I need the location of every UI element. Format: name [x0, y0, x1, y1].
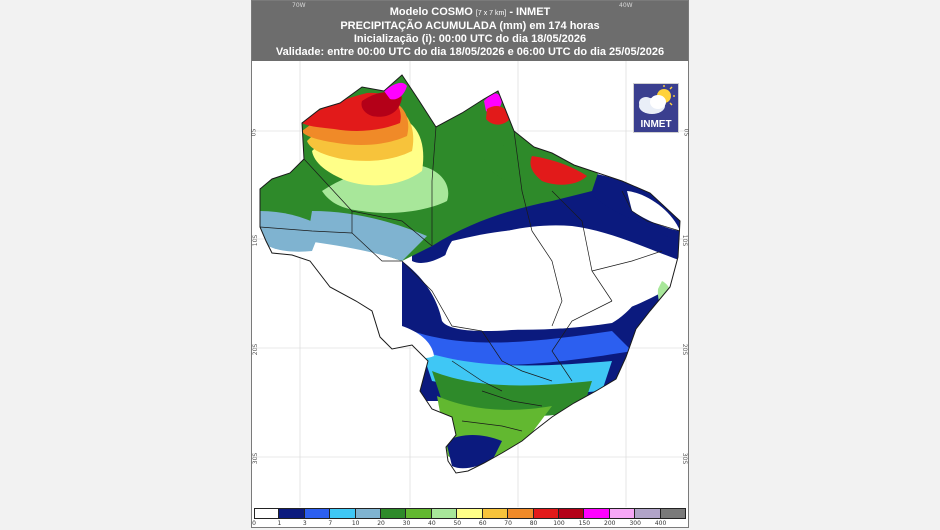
border-northeast-states: [621, 190, 681, 232]
border-amazonas-para: [303, 158, 433, 247]
colorbar-label: 100: [553, 520, 565, 527]
colorbar-label: 10: [351, 520, 360, 527]
colorbar-label: 200: [604, 520, 616, 527]
colorbar-label: 400: [654, 520, 667, 527]
border-bahia-north: [591, 250, 663, 272]
colorbar-box: [558, 508, 585, 519]
band-3mm: [412, 331, 632, 366]
band-10mm-west: [307, 211, 427, 261]
colorbar-box: [279, 508, 305, 519]
model-source: - INMET: [509, 6, 551, 18]
colorbar-box: [508, 508, 534, 519]
colorbar-label: 50: [453, 520, 462, 527]
logo-text: INMET: [640, 119, 672, 130]
colorbar-box: [406, 508, 432, 519]
band-10mm-acre: [260, 211, 322, 252]
model-name: Modelo COSMO: [389, 6, 473, 18]
model-resolution: [7 x 7 km]: [475, 10, 507, 17]
longitude-label-40w: 40W: [619, 2, 633, 9]
colorbar-label: 150: [578, 520, 591, 527]
colorbar-box: [304, 508, 331, 519]
border-goias: [481, 330, 553, 382]
border-mato-grosso: [401, 260, 483, 332]
precipitation-map: [252, 61, 688, 507]
border-mato-grosso-sul: [451, 360, 503, 392]
border-parana: [481, 390, 543, 407]
colorbar-label: 20: [377, 520, 385, 527]
colorbar-label: 40: [428, 520, 436, 527]
colorbar-box: [584, 508, 610, 519]
colorbar-box: [431, 508, 458, 519]
colorbar-label: 0: [252, 520, 256, 527]
precipitation-colorbar: 0 1 3 7 10 20 30 40 50 60 70 80 100 150 200 300 400: [252, 507, 688, 527]
border-tocantins: [531, 230, 563, 327]
colorbar-box: [381, 508, 407, 519]
colorbar-label: 300: [629, 520, 641, 527]
map-panel: Modelo COSMO [7 x 7 km] - INMET PRECIPIT…: [250, 0, 690, 528]
colorbar-label: 3: [302, 520, 307, 527]
initialization-text: Inicialização (i): 00:00 UTC do dia 18/0…: [353, 33, 587, 45]
longitude-label-70w: 70W: [292, 2, 306, 9]
colorbar-box: [254, 508, 280, 519]
colorbar-label: 30: [402, 520, 411, 527]
colorbar-box: [457, 508, 483, 519]
border-acre: [259, 226, 353, 234]
border-santa-catarina: [461, 420, 523, 432]
colorbar-label: 70: [504, 520, 512, 527]
border-piaui: [551, 190, 613, 302]
colorbar-label: 80: [529, 520, 538, 527]
band-1mm-far-south: [446, 435, 502, 469]
map-title: PRECIPITAÇÃO ACUMULADA (mm) em 174 horas: [340, 20, 600, 32]
colorbar-label: 1: [277, 520, 282, 527]
cloud-sun-icon: [639, 85, 675, 114]
dry-interior: [441, 228, 652, 330]
band-150mm-roraima: [384, 82, 407, 100]
country-border: [259, 74, 681, 474]
colorbar-box: [609, 508, 636, 519]
colorbar-box: [355, 508, 382, 519]
colorbar-box: [533, 508, 559, 519]
state-borders: [259, 126, 681, 432]
map-header: Modelo COSMO [7 x 7 km] - INMET PRECIPIT…: [252, 1, 688, 61]
border-para-west: [431, 126, 437, 246]
border-para-east: [513, 130, 533, 232]
colorbar-box: [330, 508, 356, 519]
colorbar-label: 60: [478, 520, 487, 527]
border-rondonia: [351, 211, 402, 262]
band-20mm-south: [432, 371, 592, 417]
colorbar-label: 7: [328, 520, 333, 527]
dry-northeast: [627, 191, 680, 231]
precipitation-field: [260, 75, 680, 473]
border-minas: [551, 300, 613, 382]
validity-text: Validade: entre 00:00 UTC do dia 18/05/2…: [275, 46, 665, 58]
colorbar-box: [482, 508, 509, 519]
header-model-line: Modelo COSMO [7 x 7 km] - INMET: [252, 6, 688, 20]
band-80mm-maranhao: [530, 156, 587, 185]
inmet-logo: INMET: [633, 83, 679, 133]
band-80mm-amapa: [486, 106, 510, 125]
colorbar-box: [660, 508, 686, 519]
colorbar-box: [635, 508, 661, 519]
